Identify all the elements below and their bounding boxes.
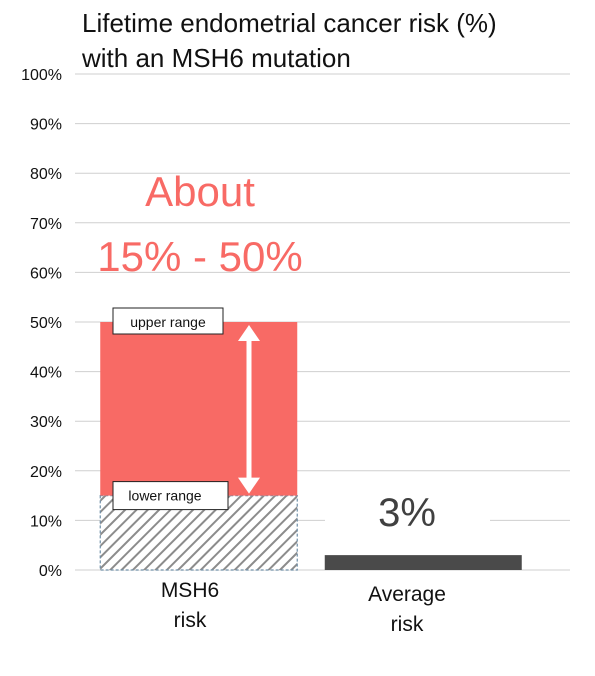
y-tick-label: 100%	[21, 67, 62, 84]
chart-title: Lifetime endometrial cancer risk (%) wit…	[82, 6, 582, 76]
y-tick-label: 70%	[30, 216, 62, 233]
y-tick-label: 30%	[30, 414, 62, 431]
bar-msh6-range	[100, 322, 298, 496]
annotations: upper range lower range About 15% - 50% 3%	[97, 168, 490, 542]
chart-title-line-2: with an MSH6 mutation	[82, 43, 351, 73]
lower-range-label-box	[112, 481, 229, 511]
y-tick-label: 60%	[30, 265, 62, 282]
range-arrow-head-down	[238, 477, 260, 494]
y-tick-label: 40%	[30, 365, 62, 382]
y-tick-label: 0%	[39, 563, 62, 580]
x-tick-label: Average	[368, 583, 446, 606]
x-tick-label: MSH6	[161, 579, 219, 602]
x-tick-label: risk	[174, 609, 207, 632]
y-tick-label: 80%	[30, 166, 62, 183]
y-tick-label: 50%	[30, 315, 62, 332]
average-value-label: 3%	[378, 491, 436, 535]
average-value-label-bg	[325, 472, 490, 542]
y-tick-label: 10%	[30, 513, 62, 530]
y-tick-label: 90%	[30, 117, 62, 134]
x-tick-label: risk	[391, 613, 424, 636]
range-arrow-head-up	[238, 325, 260, 341]
lower-range-label: lower range	[128, 488, 201, 504]
upper-range-label-box	[112, 307, 224, 335]
range-text-line-2: 15% - 50%	[97, 233, 302, 280]
upper-range-label: upper range	[130, 314, 206, 330]
chart-title-line-1: Lifetime endometrial cancer risk (%)	[82, 8, 497, 38]
x-axis-labels: MSH6 risk Average risk	[161, 579, 446, 636]
range-text-line-1: About	[145, 168, 255, 215]
bar-average	[324, 555, 522, 570]
y-axis-ticks: 0% 10% 20% 30% 40% 50% 60% 70% 80% 90% 100%	[21, 67, 62, 580]
y-tick-label: 20%	[30, 464, 62, 481]
